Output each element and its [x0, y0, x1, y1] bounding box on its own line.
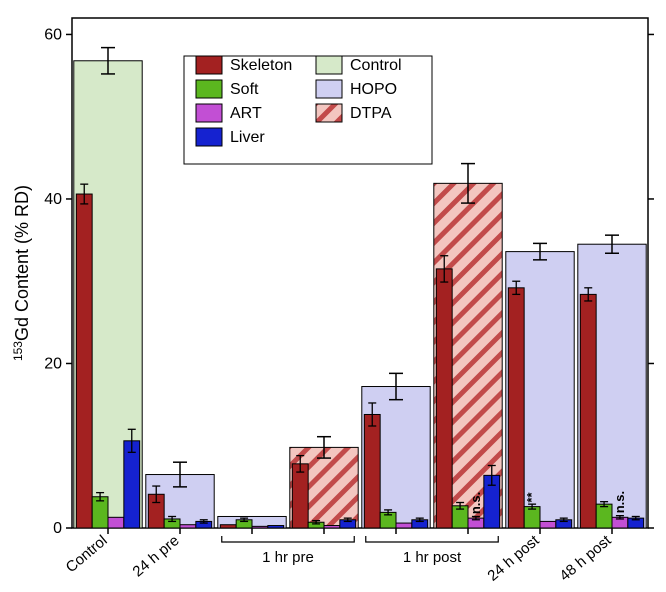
- legend-label: DTPA: [350, 105, 392, 122]
- svg-text:Control: Control: [63, 532, 111, 576]
- bar-art: [396, 523, 412, 528]
- legend-label: Control: [350, 57, 402, 74]
- x-bracket-label: 1 hr pre: [262, 549, 314, 566]
- legend-label: Soft: [230, 81, 259, 98]
- legend-label: Liver: [230, 129, 265, 146]
- bar-skeleton: [76, 194, 92, 528]
- bar-soft: [596, 504, 612, 528]
- svg-text:60: 60: [44, 26, 62, 43]
- bar-art: [540, 521, 556, 528]
- svg-text:48 h post: 48 h post: [556, 532, 615, 585]
- legend-label: HOPO: [350, 81, 397, 98]
- bar-skeleton: [580, 294, 596, 528]
- bar-skeleton: [364, 414, 380, 528]
- svg-text:n.s.: n.s.: [612, 491, 627, 513]
- x-tick-label: 24 h pre: [129, 532, 182, 580]
- x-tick-label: 48 h post: [556, 532, 615, 585]
- y-axis-label: 153Gd Content (% RD): [11, 185, 32, 361]
- bar-art: [252, 526, 268, 528]
- x-tick-label: Control: [63, 532, 111, 576]
- legend-label: ART: [230, 105, 262, 122]
- svg-text:0: 0: [53, 520, 62, 537]
- svg-text:**: **: [524, 492, 539, 503]
- bar-art: [324, 526, 340, 528]
- legend-swatch: [196, 56, 222, 74]
- bar-skeleton: [436, 269, 452, 528]
- svg-text:20: 20: [44, 355, 62, 372]
- legend-swatch: [196, 80, 222, 98]
- legend-swatch: [316, 56, 342, 74]
- bar-liver: [268, 526, 284, 528]
- legend-label: Skeleton: [230, 57, 292, 74]
- legend-swatch: [316, 104, 342, 122]
- legend-swatch: [196, 128, 222, 146]
- bar-art: [108, 517, 124, 528]
- x-bracket-label: 1 hr post: [403, 549, 462, 566]
- legend-swatch: [196, 104, 222, 122]
- bar-skeleton: [220, 525, 236, 528]
- bar-skeleton: [292, 464, 308, 528]
- bar-art: [180, 525, 196, 528]
- legend-swatch: [316, 80, 342, 98]
- bar-soft: [524, 507, 540, 528]
- svg-text:153Gd Content (% RD): 153Gd Content (% RD): [11, 185, 32, 361]
- svg-text:40: 40: [44, 191, 62, 208]
- annotation: n.s.: [612, 491, 627, 513]
- annotation: **: [524, 492, 539, 503]
- bar-skeleton: [508, 288, 524, 528]
- annotation: n.s.: [468, 492, 483, 514]
- chart-container: 0 20 40 60 153Gd Content (% RD) n.s. ** n.s. Con…: [0, 0, 666, 592]
- bar-chart: 0 20 40 60 153Gd Content (% RD) n.s. ** n.s. Con…: [0, 0, 666, 592]
- svg-text:24 h pre: 24 h pre: [129, 532, 182, 580]
- svg-text:24 h post: 24 h post: [484, 532, 543, 585]
- svg-text:n.s.: n.s.: [468, 492, 483, 514]
- bar-liver: [124, 441, 140, 528]
- x-tick-label: 24 h post: [484, 532, 543, 585]
